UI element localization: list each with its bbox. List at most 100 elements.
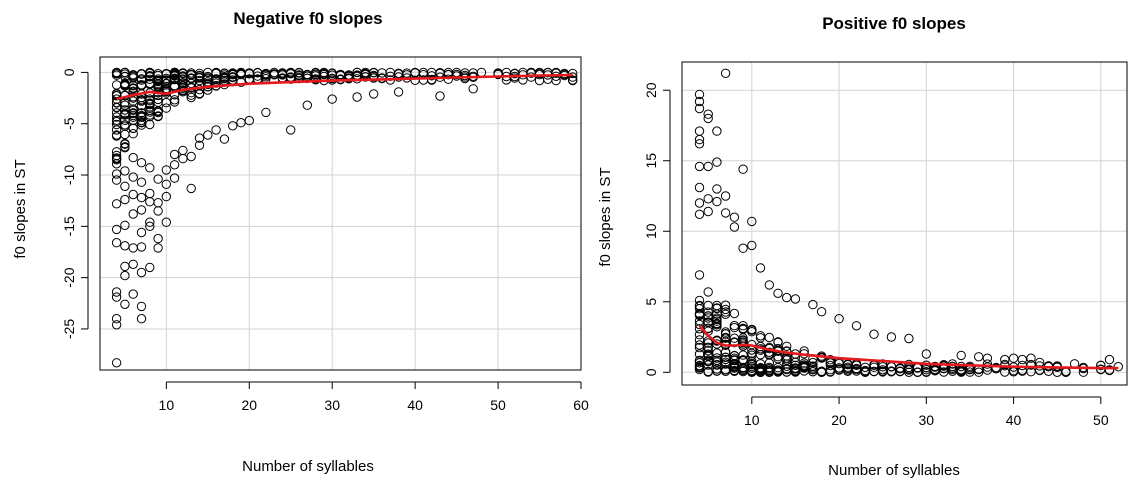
y-tick-label: -25 [61,319,77,339]
data-point [694,270,705,280]
data-point [153,206,163,216]
data-point [111,117,122,127]
data-point [712,196,722,207]
data-point [111,199,122,209]
data-point [111,314,122,324]
data-point [982,353,993,363]
data-point [369,89,379,99]
y-axis-label: f0 slopes in ST [597,167,614,266]
data-point [1096,360,1106,370]
data-point [703,206,713,217]
data-point [712,320,722,330]
data-point [703,323,713,333]
data-point [120,220,130,231]
x-tick-label: 20 [241,397,257,413]
data-point [720,208,731,218]
data-point [703,109,713,119]
x-tick-label: 20 [831,412,847,428]
data-point [694,139,705,149]
data-point [468,84,478,94]
data-point [921,367,931,377]
data-point [1104,354,1115,365]
data-point [694,126,705,136]
data-point [694,182,705,193]
data-point [738,321,748,331]
data-point [153,94,163,105]
x-tick-label: 40 [407,397,423,413]
data-point [764,280,774,290]
data-point [764,332,774,343]
data-point [694,198,705,208]
data-point [991,364,1001,374]
data-point [145,119,155,130]
data-point [869,360,879,370]
data-point [568,68,578,79]
data-point [747,324,757,335]
y-tick-label: 20 [643,82,659,98]
data-point [712,316,722,326]
data-point [930,366,940,376]
data-point [851,321,862,331]
data-point [703,113,713,124]
data-point [834,314,844,324]
data-point [145,163,155,173]
data-point [111,358,122,368]
data-point [169,173,180,183]
chart-title: Positive f0 slopes [822,14,966,33]
data-point [120,139,130,149]
data-point [211,125,221,135]
data-point [145,188,155,199]
data-point [161,179,172,190]
data-point [393,87,404,97]
y-tick-label: -5 [61,117,77,130]
data-point [120,261,130,272]
x-tick-label: 30 [919,412,935,428]
data-point [729,222,740,232]
data-point [161,217,172,227]
data-point [808,357,818,368]
data-point [228,121,238,131]
data-point [128,129,138,139]
data-point [219,134,230,144]
data-point [286,125,296,135]
data-point [128,172,138,182]
data-point [703,161,713,172]
data-point [816,307,827,317]
data-point [120,129,130,140]
data-point [982,359,993,369]
data-points [694,68,1124,377]
data-point [703,342,713,353]
x-tick-label: 10 [159,397,175,413]
data-point [720,300,731,310]
data-point [720,327,731,337]
y-tick-label: -15 [61,216,77,236]
data-point [111,292,122,302]
y-tick-label: 10 [643,223,659,239]
data-point [694,161,705,172]
data-point [694,330,705,340]
data-point [427,67,437,78]
data-point [120,181,130,192]
data-point [186,92,196,103]
data-point [128,123,138,134]
data-point [694,319,705,330]
data-point [720,304,731,315]
data-point [773,337,783,348]
data-point [825,360,835,371]
data-point [178,145,188,156]
data-point [886,332,897,342]
x-tick-label: 50 [490,397,506,413]
data-point [128,243,138,253]
y-tick-label: 15 [643,153,659,169]
data-point [136,177,147,187]
data-point [111,131,122,141]
data-point [111,320,122,330]
data-point [755,333,766,343]
data-point [738,164,748,174]
data-point [694,134,705,145]
data-point [161,191,172,202]
data-points [111,67,578,368]
data-point [694,363,705,373]
data-point [694,96,705,107]
negative-slopes-panel: Negative f0 slopes Number of syllables f… [12,9,589,475]
